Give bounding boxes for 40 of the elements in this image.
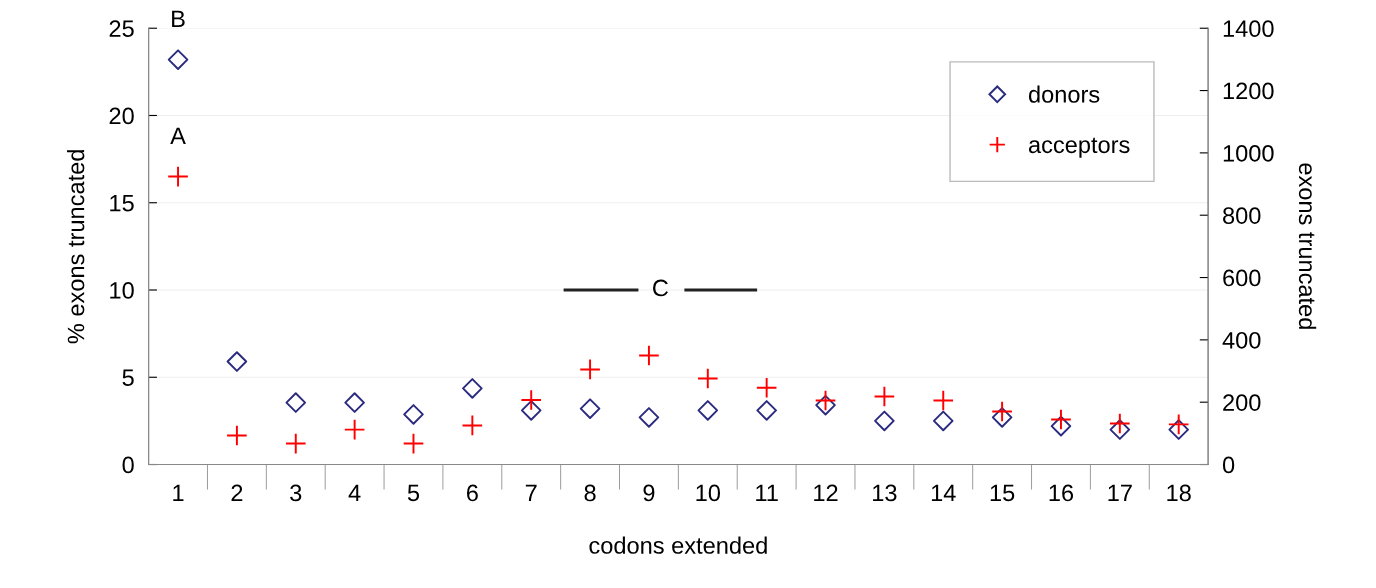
x-tick-label: 8 <box>584 484 596 502</box>
x-tick-label: 3 <box>290 484 302 502</box>
legend-label: acceptors <box>1028 137 1130 158</box>
x-tick-label: 5 <box>407 484 420 502</box>
x-tick-label: 12 <box>814 484 838 502</box>
x-tick-label: 7 <box>525 484 537 502</box>
annotation: C <box>653 279 668 297</box>
y2-tick-label: 800 <box>1223 207 1261 224</box>
x-tick-label: 18 <box>1167 484 1191 502</box>
y-tick-label: 5 <box>122 369 134 387</box>
y-tick-label: 10 <box>110 282 134 299</box>
x-tick-label: 15 <box>990 484 1015 502</box>
x-tick-label: 14 <box>931 484 956 502</box>
x-tick-label: 6 <box>466 484 478 502</box>
x-tick-label: 1 <box>173 484 184 502</box>
legend-label: donors <box>1028 85 1100 103</box>
y2-tick-label: 200 <box>1223 394 1261 411</box>
y-tick-label: 20 <box>109 107 134 125</box>
x-tick-label: 9 <box>643 484 655 502</box>
y-tick-label: 0 <box>122 456 134 474</box>
y-tick-label: 15 <box>110 195 134 212</box>
annotation: A <box>170 127 186 144</box>
y2-axis-title: exons truncated <box>1298 163 1317 329</box>
x-tick-label: 17 <box>1108 484 1132 502</box>
y2-tick-label: 600 <box>1223 269 1261 287</box>
x-axis-title: codons extended <box>589 536 767 554</box>
y2-tick-label: 1000 <box>1223 144 1274 162</box>
y2-tick-label: 1200 <box>1223 82 1274 100</box>
y-axis-title: % exons truncated <box>67 150 85 344</box>
y2-tick-label: 1400 <box>1223 20 1274 38</box>
y-tick-label: 25 <box>109 20 134 38</box>
y2-tick-label: 0 <box>1222 456 1235 474</box>
x-tick-label: 4 <box>348 484 361 502</box>
y2-tick-label: 400 <box>1222 331 1261 349</box>
x-tick-label: 11 <box>756 484 778 502</box>
x-tick-label: 10 <box>696 484 721 502</box>
x-tick-label: 2 <box>231 484 243 502</box>
x-tick-label: 13 <box>873 484 897 502</box>
x-tick-label: 16 <box>1049 484 1074 502</box>
annotation: B <box>172 10 185 27</box>
